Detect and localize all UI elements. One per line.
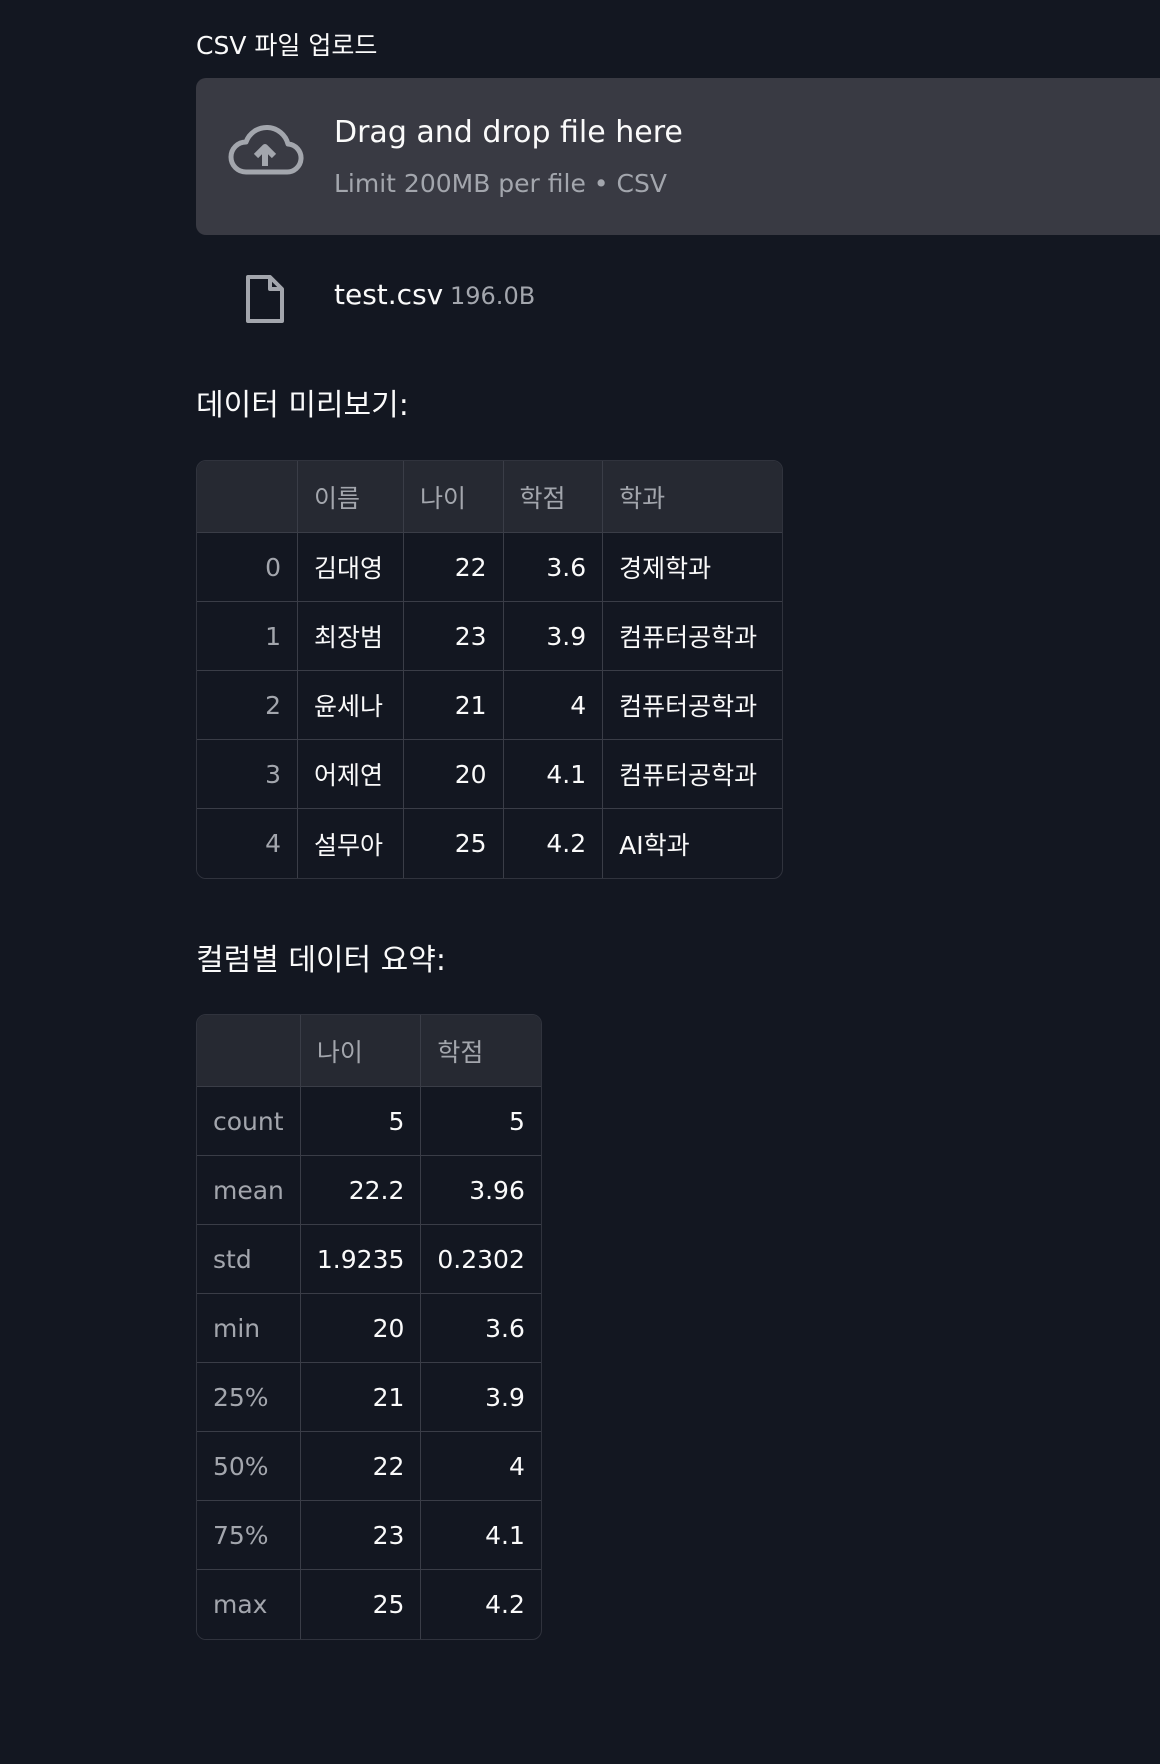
column-header-gpa[interactable]: 학점	[503, 461, 604, 533]
table-header-row: 나이 학점	[197, 1015, 541, 1087]
cell-dept[interactable]: 컴퓨터공학과	[603, 602, 782, 671]
table-row: max 25 4.2	[197, 1570, 541, 1639]
column-header-index[interactable]	[197, 461, 299, 533]
cell-gpa[interactable]: 4.2	[504, 809, 604, 878]
column-header-name[interactable]: 이름	[298, 461, 404, 533]
summary-table: 나이 학점 count 5 5 mean 22.2 3.96 std 1.923…	[196, 1014, 542, 1640]
cell-gpa[interactable]: 3.9	[503, 602, 604, 671]
table-row: count 5 5	[197, 1087, 541, 1156]
row-stat: count	[197, 1087, 301, 1156]
row-index: 1	[197, 602, 299, 671]
cell-gpa[interactable]: 3.96	[421, 1156, 541, 1225]
cell-age[interactable]: 22.2	[300, 1156, 422, 1225]
cell-dept[interactable]: 컴퓨터공학과	[603, 671, 782, 740]
cell-age[interactable]: 23	[300, 1501, 422, 1570]
row-stat: 75%	[197, 1501, 301, 1570]
cell-age[interactable]: 22	[403, 533, 504, 602]
table-row: 3 어제연 20 4.1 컴퓨터공학과	[197, 740, 782, 809]
table-row: 0 김대영 22 3.6 경제학과	[197, 533, 782, 602]
file-icon	[246, 275, 284, 323]
cell-name[interactable]: 최장범	[298, 602, 404, 671]
table-row: 75% 23 4.1	[197, 1501, 541, 1570]
preview-table: 이름 나이 학점 학과 0 김대영 22 3.6 경제학과 1 최장범 23 3…	[196, 460, 783, 879]
row-index: 2	[197, 671, 299, 740]
summary-title: 컬럼별 데이터 요약:	[196, 943, 446, 978]
file-size: 196.0B	[450, 282, 536, 310]
row-stat: 50%	[197, 1432, 301, 1501]
cell-gpa[interactable]: 5	[421, 1087, 541, 1156]
preview-title: 데이터 미리보기:	[196, 388, 409, 423]
table-row: 4 설무아 25 4.2 AI학과	[197, 809, 782, 878]
row-index: 3	[197, 740, 299, 809]
column-header-age[interactable]: 나이	[300, 1015, 422, 1087]
dropzone-title: Drag and drop file here	[334, 115, 683, 150]
cell-gpa[interactable]: 3.6	[503, 533, 604, 602]
table-row: min 20 3.6	[197, 1294, 541, 1363]
row-stat: std	[197, 1225, 301, 1294]
table-row: 1 최장범 23 3.9 컴퓨터공학과	[197, 602, 782, 671]
table-header-row: 이름 나이 학점 학과	[197, 461, 782, 533]
cell-name[interactable]: 윤세나	[298, 671, 404, 740]
file-dropzone[interactable]: Drag and drop file here Limit 200MB per …	[196, 78, 1160, 235]
cell-age[interactable]: 20	[300, 1294, 422, 1363]
cell-gpa[interactable]: 0.2302	[421, 1225, 541, 1294]
row-stat: 25%	[197, 1363, 301, 1432]
table-row: mean 22.2 3.96	[197, 1156, 541, 1225]
cell-gpa[interactable]: 4	[503, 671, 604, 740]
row-stat: mean	[197, 1156, 301, 1225]
cell-dept[interactable]: 경제학과	[603, 533, 782, 602]
cell-dept[interactable]: 컴퓨터공학과	[603, 740, 782, 809]
cell-age[interactable]: 21	[403, 671, 504, 740]
column-header-age[interactable]: 나이	[403, 461, 504, 533]
cell-age[interactable]: 5	[300, 1087, 422, 1156]
cell-gpa[interactable]: 3.9	[421, 1363, 541, 1432]
cell-name[interactable]: 설무아	[298, 809, 404, 878]
column-header-index[interactable]	[197, 1015, 301, 1087]
cell-gpa[interactable]: 4.1	[503, 740, 604, 809]
cell-dept[interactable]: AI학과	[619, 830, 690, 860]
dropzone-subtitle: Limit 200MB per file • CSV	[334, 169, 667, 198]
cell-age[interactable]: 1.9235	[300, 1225, 422, 1294]
cell-name[interactable]: 어제연	[298, 740, 404, 809]
table-row: 50% 22 4	[197, 1432, 541, 1501]
column-header-dept[interactable]: 학과	[603, 461, 782, 533]
row-stat: max	[197, 1570, 301, 1639]
cell-name[interactable]: 김대영	[298, 533, 404, 602]
cell-gpa[interactable]: 4.2	[485, 1590, 525, 1619]
row-stat: min	[197, 1294, 301, 1363]
uploaded-file-item: test.csv 196.0B	[196, 268, 896, 328]
file-uploader-label: CSV 파일 업로드	[196, 31, 378, 60]
cell-age[interactable]: 21	[300, 1363, 422, 1432]
column-header-gpa[interactable]: 학점	[421, 1015, 541, 1087]
cell-gpa[interactable]: 3.6	[421, 1294, 541, 1363]
cell-age[interactable]: 22	[300, 1432, 422, 1501]
cell-age[interactable]: 23	[403, 602, 504, 671]
row-index: 0	[197, 533, 299, 602]
cell-age[interactable]: 20	[403, 740, 504, 809]
table-row: 25% 21 3.9	[197, 1363, 541, 1432]
cell-gpa[interactable]: 4	[421, 1432, 541, 1501]
cell-age[interactable]: 25	[404, 809, 504, 878]
table-row: 2 윤세나 21 4 컴퓨터공학과	[197, 671, 782, 740]
table-row: std 1.9235 0.2302	[197, 1225, 541, 1294]
file-name: test.csv	[334, 278, 444, 311]
cell-age[interactable]: 25	[301, 1570, 422, 1639]
cell-gpa[interactable]: 4.1	[421, 1501, 541, 1570]
row-index: 4	[197, 809, 299, 878]
cloud-upload-icon	[228, 124, 304, 175]
